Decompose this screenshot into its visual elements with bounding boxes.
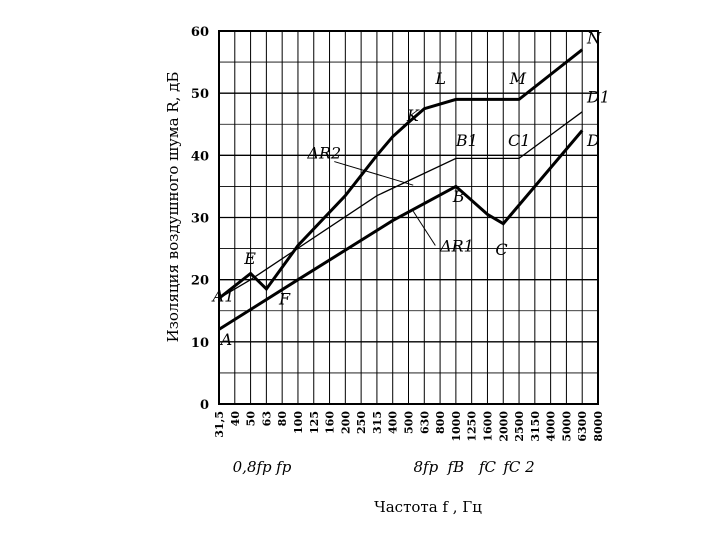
series-line — [218, 129, 584, 331]
point-label: C — [495, 240, 507, 259]
y-tick-label: 10 — [191, 336, 209, 351]
point-label: A1 — [211, 286, 235, 305]
x-tick-label: 1600 — [481, 411, 494, 442]
y-tick-label: 30 — [191, 212, 209, 227]
grid — [218, 30, 599, 405]
x-annotation: 8fр — [414, 458, 439, 476]
point-label: D1 — [586, 87, 610, 106]
series-line — [218, 48, 584, 300]
point-label: B — [452, 187, 465, 206]
x-annotation: fр — [275, 458, 292, 476]
y-tick-label: 50 — [191, 87, 209, 102]
x-tick-label: 200 — [339, 411, 352, 434]
y-tick-label: 20 — [191, 274, 209, 289]
x-axis-label: Частота f , Гц — [374, 498, 482, 516]
x-annotations: 0,8fр fр 8fр fB fC fC 2 — [233, 458, 535, 476]
x-tick-label: 4000 — [545, 411, 558, 442]
leader-lines — [334, 161, 436, 246]
point-label: ΔR1 — [439, 237, 474, 256]
x-tick-label: 5000 — [560, 411, 573, 442]
x-tick-label: 125 — [308, 411, 321, 434]
plot-border — [218, 30, 599, 405]
x-annotation: fC 2 — [502, 458, 534, 476]
x-tick-label: 80 — [276, 411, 289, 427]
x-tick-label: 160 — [324, 411, 337, 434]
x-tick-label: 400 — [387, 411, 400, 434]
x-annotation: fB — [447, 458, 465, 476]
x-tick-label: 2000 — [497, 411, 510, 442]
x-tick-label: 2500 — [513, 411, 526, 442]
x-tick-label: 8000 — [592, 411, 605, 442]
leader-line — [412, 211, 436, 246]
series-line — [218, 111, 583, 299]
x-tick-label: 1000 — [450, 411, 463, 442]
series-group — [218, 48, 584, 331]
x-tick-label: 800 — [434, 411, 447, 434]
point-label: M — [509, 69, 527, 88]
y-tick-labels: 0 10 20 30 40 50 60 — [191, 25, 209, 413]
x-tick-label: 630 — [418, 411, 431, 434]
x-tick-labels: 31,5 40 50 63 80 100 125 160 200 250 315 400 500 630 8… — [213, 411, 605, 442]
point-label: L — [434, 69, 446, 88]
x-tick-label: 40 — [229, 411, 242, 427]
x-tick-label: 100 — [292, 411, 305, 434]
leader-line — [334, 161, 414, 186]
x-tick-label: 1250 — [466, 411, 479, 442]
x-tick-label: 63 — [260, 411, 273, 426]
x-tick-label: 500 — [403, 411, 416, 434]
plot-frame — [218, 30, 599, 405]
point-labels: N M LK D1 B1 C1 D ΔR2 B ΔR1 C E A1 F A — [211, 28, 610, 349]
x-annotation: fC — [478, 458, 497, 476]
y-axis-label: Изоляция воздушного шума R, дБ — [164, 72, 182, 343]
y-tick-label: 0 — [200, 398, 209, 413]
x-tick-label: 315 — [371, 411, 384, 434]
y-tick-label: 40 — [191, 149, 209, 164]
x-tick-label: 50 — [245, 411, 258, 427]
point-label: C1 — [508, 131, 530, 150]
x-tick-label: 250 — [355, 411, 368, 434]
point-label: A — [219, 330, 233, 349]
point-label: E — [243, 249, 256, 268]
point-label: K — [406, 106, 420, 125]
point-label: F — [278, 290, 291, 309]
point-label: B1 — [455, 131, 478, 150]
point-label: ΔR2 — [306, 143, 341, 162]
x-tick-label: 31,5 — [213, 411, 226, 438]
point-label: N — [586, 28, 602, 47]
x-tick-label: 6300 — [576, 411, 589, 442]
x-tick-label: 3150 — [529, 411, 542, 442]
y-tick-label: 60 — [191, 25, 209, 40]
x-annotation: 0,8fр — [233, 458, 272, 476]
point-label: D — [586, 131, 600, 150]
